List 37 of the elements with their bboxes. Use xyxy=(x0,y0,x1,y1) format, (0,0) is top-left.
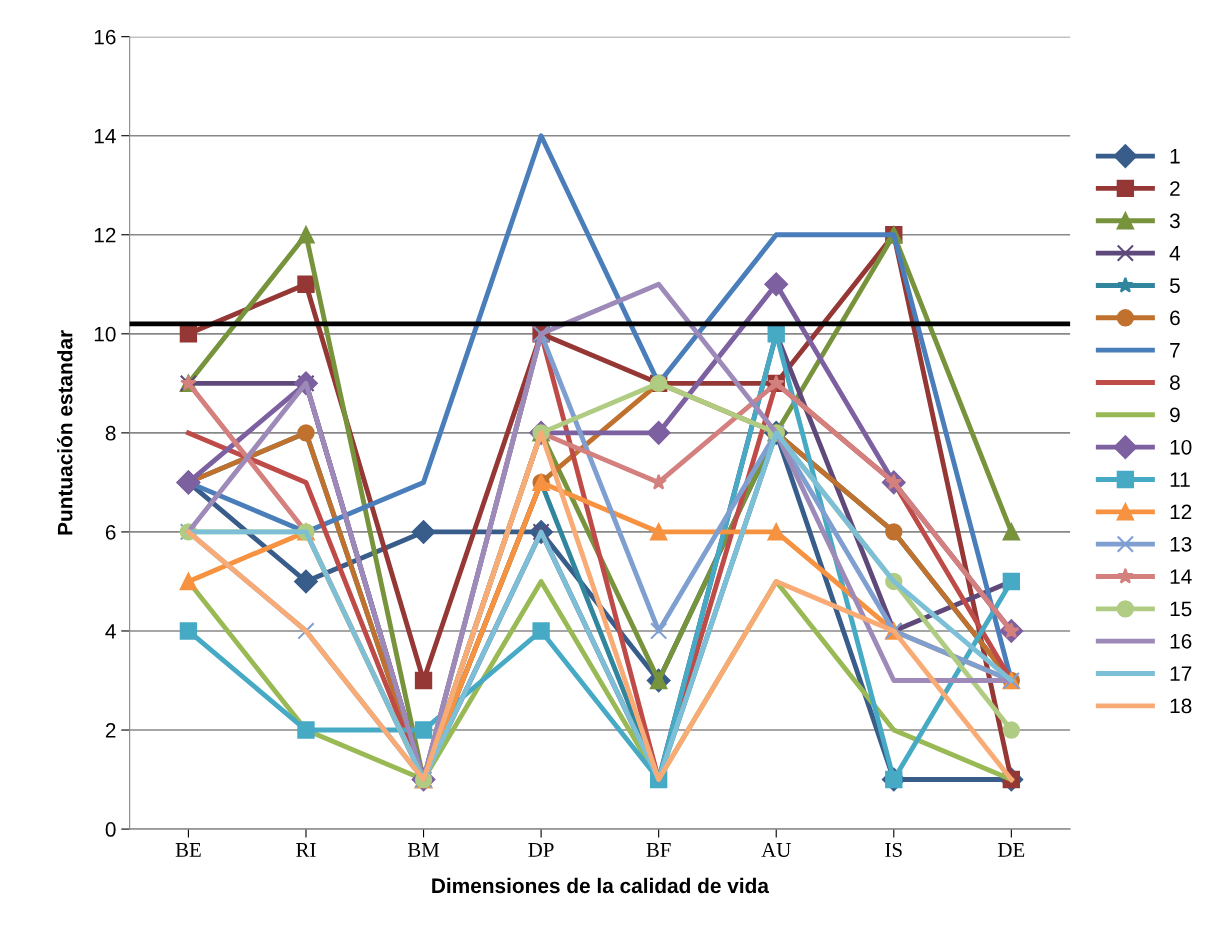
legend-label: 9 xyxy=(1170,407,1180,423)
x-tick-label: BE xyxy=(175,843,201,857)
legend-label: 5 xyxy=(1169,278,1180,293)
y-axis-title: Puntuación estandar xyxy=(57,330,73,535)
legend-label: 4 xyxy=(1169,246,1181,261)
legend-label: 6 xyxy=(1170,310,1180,326)
x-tick-label: BF xyxy=(646,843,671,857)
legend-label: 13 xyxy=(1170,536,1192,552)
y-tick-label: 12 xyxy=(94,227,116,243)
y-tick-label: 8 xyxy=(105,425,116,441)
x-tick-label: RI xyxy=(296,843,316,857)
legend-label: 14 xyxy=(1170,569,1192,584)
x-axis-title: Dimensiones de la calidad de vida xyxy=(432,877,770,894)
legend-label: 10 xyxy=(1170,439,1192,455)
x-tick-label: BM xyxy=(407,843,440,857)
legend-label: 12 xyxy=(1170,504,1192,520)
y-tick-label: 0 xyxy=(105,822,116,837)
legend-label: 2 xyxy=(1170,181,1180,196)
x-tick-label: AU xyxy=(761,842,791,857)
legend-label: 17 xyxy=(1170,666,1192,681)
legend-label: 8 xyxy=(1170,375,1180,390)
legend-label: 15 xyxy=(1170,601,1192,617)
legend-label: 18 xyxy=(1170,698,1192,714)
y-tick-label: 4 xyxy=(105,624,116,639)
y-tick-label: 16 xyxy=(94,29,116,45)
x-tick-label: DP xyxy=(528,843,554,857)
legend-label: 11 xyxy=(1170,472,1190,487)
y-tick-label: 10 xyxy=(94,326,116,342)
y-tick-label: 2 xyxy=(105,723,116,738)
x-tick-label: IS xyxy=(885,842,902,857)
legend-label: 3 xyxy=(1169,213,1180,229)
y-tick-label: 14 xyxy=(94,128,116,144)
legend-label: 7 xyxy=(1170,343,1180,358)
legend-label: 16 xyxy=(1170,633,1192,649)
y-tick-label: 6 xyxy=(105,524,116,540)
x-tick-label: DE xyxy=(998,843,1025,857)
legend-label: 1 xyxy=(1170,149,1180,164)
